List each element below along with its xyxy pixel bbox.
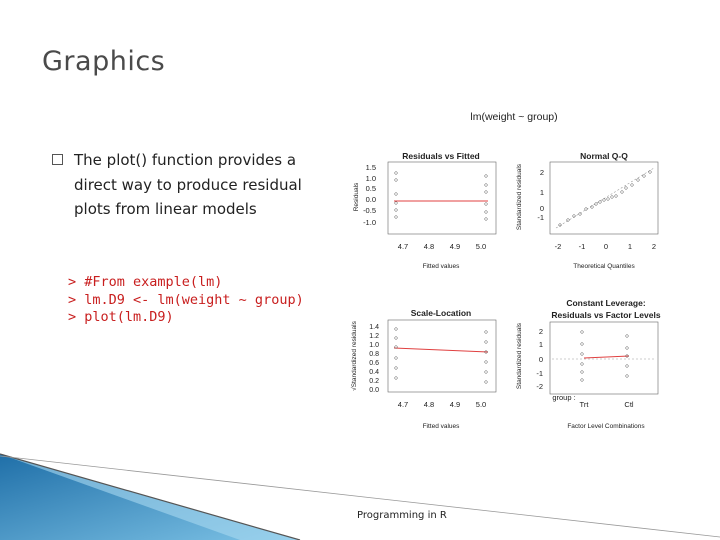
y-tick: 0.0 xyxy=(366,195,376,204)
y-tick: 2 xyxy=(540,168,544,177)
panel-subtitle: Residuals vs Factor Levels xyxy=(551,310,660,320)
panel-scale-location: Scale-Location √Standardized residuals 1… xyxy=(350,308,497,430)
y-tick: 0 xyxy=(540,204,544,213)
x-tick: Ctl xyxy=(624,400,634,409)
y-axis-label: Standardized residuals xyxy=(516,163,523,230)
x-tick: 0 xyxy=(604,242,608,251)
y-tick: 0.4 xyxy=(369,369,379,376)
y-tick: 1.2 xyxy=(369,333,379,340)
y-axis-label: √Standardized residuals xyxy=(350,320,358,390)
slide-title: Graphics xyxy=(42,46,166,77)
y-tick: 2 xyxy=(539,327,543,336)
x-axis-label: Factor Level Combinations xyxy=(567,423,645,430)
y-tick: 0.8 xyxy=(369,351,379,358)
panel-constant-leverage: Constant Leverage: Residuals vs Factor L… xyxy=(516,298,661,430)
fit-line xyxy=(393,347,489,353)
y-axis-label: Residuals xyxy=(353,182,360,211)
footer-text: Programming in R xyxy=(357,510,447,521)
y-tick: -2 xyxy=(536,382,543,391)
x-axis-label: Theoretical Quantiles xyxy=(573,263,635,270)
y-tick: 0.6 xyxy=(369,360,379,367)
fit-line xyxy=(583,355,630,359)
y-tick: -1 xyxy=(536,369,543,378)
y-tick: -1.0 xyxy=(363,218,376,227)
y-tick: 0.5 xyxy=(366,184,376,193)
code-line: > lm.D9 <- lm(weight ~ group) xyxy=(68,291,304,308)
x-tick: 4.9 xyxy=(450,242,460,251)
y-tick: -0.5 xyxy=(363,206,376,215)
x-tick: 4.8 xyxy=(424,242,434,251)
y-tick: -1 xyxy=(537,213,544,222)
y-tick: 0.2 xyxy=(369,378,379,385)
data-points xyxy=(580,330,629,382)
bullet-text: The plot() function provides a direct wa… xyxy=(74,151,302,218)
bullet-icon xyxy=(52,154,63,165)
data-points xyxy=(558,170,652,227)
group-label: group : xyxy=(552,393,575,402)
reference-line xyxy=(555,167,655,229)
y-tick: 1.4 xyxy=(369,324,379,331)
code-block: > #From example(lm) > lm.D9 <- lm(weight … xyxy=(68,274,304,327)
data-points xyxy=(394,327,488,384)
y-axis-label: Standardized residuals xyxy=(516,322,523,389)
y-tick: 0.0 xyxy=(369,387,379,394)
code-line: > plot(lm.D9) xyxy=(68,309,174,325)
x-axis-label: Fitted values xyxy=(423,423,461,430)
y-tick: 1.5 xyxy=(366,163,376,172)
x-axis-label: Fitted values xyxy=(423,263,461,270)
x-tick: 4.8 xyxy=(424,400,434,409)
y-tick: 1.0 xyxy=(366,174,376,183)
x-tick: Trt xyxy=(580,400,590,409)
panel-title: Constant Leverage: xyxy=(566,298,646,308)
panel-title: Scale-Location xyxy=(411,308,471,318)
code-line: > #From example(lm) xyxy=(68,274,223,290)
y-tick: 1 xyxy=(539,340,543,349)
decorative-swoosh xyxy=(0,453,720,540)
x-tick: 4.9 xyxy=(450,400,460,409)
y-tick: 1.0 xyxy=(369,342,379,349)
x-tick: 1 xyxy=(628,242,632,251)
x-tick: 4.7 xyxy=(398,242,408,251)
x-tick: -1 xyxy=(579,242,586,251)
x-tick: -2 xyxy=(555,242,562,251)
panel-title: Normal Q-Q xyxy=(580,151,628,161)
panel-normal-qq: Normal Q-Q Standardized residuals 2 1 0 … xyxy=(516,151,659,270)
x-tick: 4.7 xyxy=(398,400,408,409)
x-tick: 5.0 xyxy=(476,242,486,251)
diagnostic-plots-figure: lm(weight ~ group) Residuals vs Fitted R… xyxy=(350,111,661,430)
y-tick: 1 xyxy=(540,188,544,197)
x-tick: 5.0 xyxy=(476,400,486,409)
panel-residuals-vs-fitted: Residuals vs Fitted Residuals 1.5 1.0 0.… xyxy=(353,151,497,270)
figure-title: lm(weight ~ group) xyxy=(470,111,557,123)
panel-title: Residuals vs Fitted xyxy=(402,151,479,161)
y-tick: 0 xyxy=(539,355,543,364)
data-points xyxy=(394,171,488,221)
x-tick: 2 xyxy=(652,242,656,251)
